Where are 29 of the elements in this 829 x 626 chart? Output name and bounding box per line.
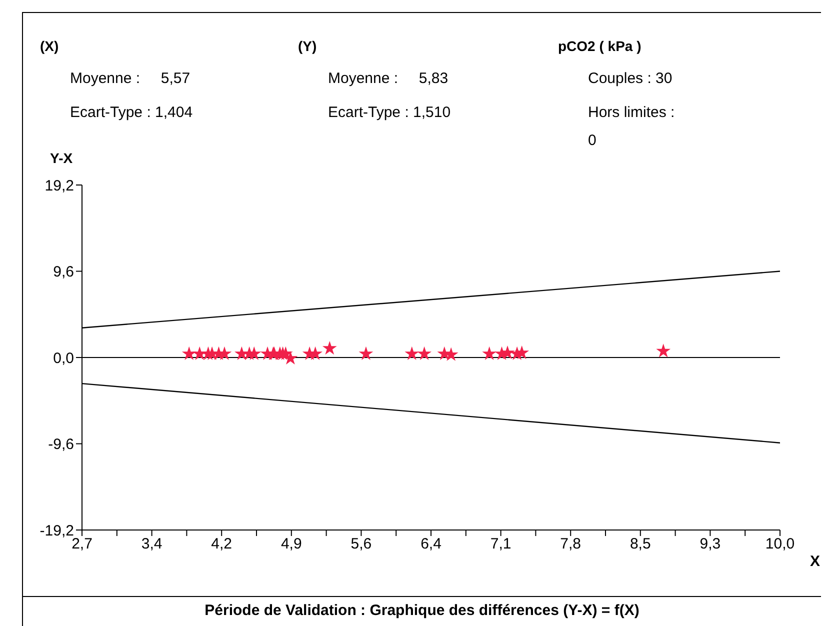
text: Moyenne : 5,57 — [70, 70, 190, 87]
x-tick-label: 9,3 — [700, 536, 721, 553]
text: Hors limites : — [588, 104, 675, 121]
y-tick-label: 9,6 — [53, 264, 74, 281]
y-tick-label: -9,6 — [48, 436, 74, 454]
y-tick-label: 19,2 — [44, 177, 74, 194]
text: (Y) — [298, 38, 317, 54]
x-tick-label: 2,7 — [72, 536, 92, 553]
x-tick-label: 4,2 — [211, 536, 232, 553]
x-tick-label: 5,6 — [350, 536, 372, 553]
text: Ecart-Type : 1,510 — [328, 104, 451, 121]
y-axis-title: Y-X — [50, 150, 73, 166]
text: Couples : 30 — [588, 70, 672, 87]
x-tick-label: 10,0 — [765, 536, 795, 553]
text: 0 — [588, 132, 596, 149]
y-tick-label: 0,0 — [53, 350, 74, 367]
x-tick-label: 7,8 — [560, 536, 582, 553]
x-tick-label: 4,9 — [280, 536, 302, 553]
x-tick-label: 6,4 — [420, 536, 442, 553]
x-tick-label: 3,4 — [141, 536, 162, 553]
x-axis-title: X — [810, 552, 820, 570]
y-tick-label: -19,2 — [40, 522, 74, 540]
text: Ecart-Type : 1,404 — [70, 104, 193, 121]
text: Moyenne : 5,83 — [328, 70, 448, 87]
text: pCO2 ( kPa ) — [558, 38, 642, 54]
text: Période de Validation : Graphique des différences (Y-X) = f(X) — [204, 602, 640, 620]
text: (X) — [40, 38, 59, 54]
x-tick-label: 7,1 — [490, 536, 512, 553]
x-tick-label: 8,5 — [630, 536, 651, 553]
